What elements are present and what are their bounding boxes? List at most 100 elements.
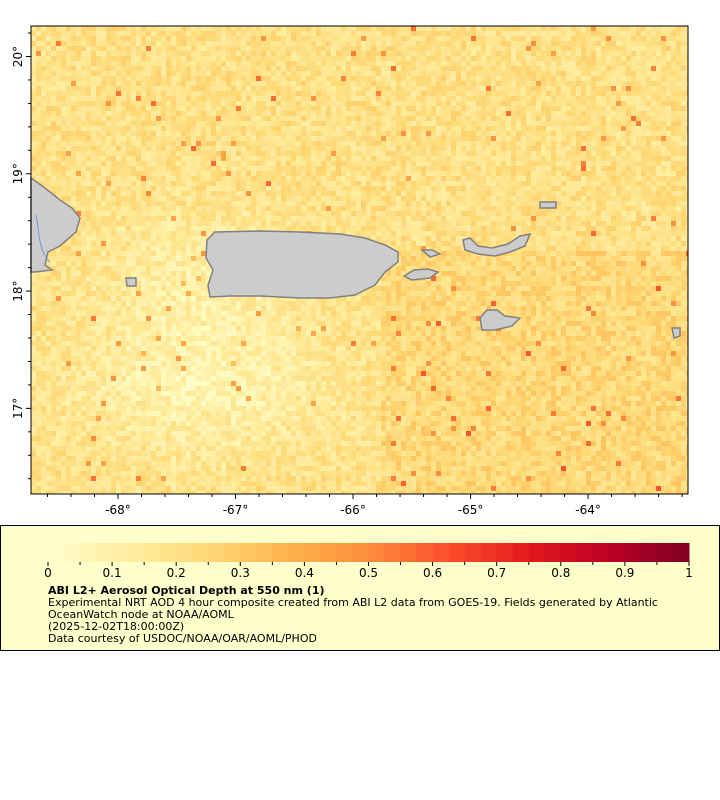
aod-cell — [271, 151, 276, 156]
aod-cell — [416, 191, 421, 196]
aod-cell — [86, 56, 91, 61]
aod-cell — [456, 121, 461, 126]
aod-cell — [261, 91, 266, 96]
aod-cell — [561, 56, 566, 61]
aod-cell — [176, 56, 181, 61]
aod-cell — [121, 141, 126, 146]
aod-cell — [246, 121, 251, 126]
aod-cell — [571, 51, 576, 56]
aod-cell — [201, 131, 206, 136]
aod-cell — [571, 121, 576, 126]
aod-cell — [401, 106, 406, 111]
aod-cell — [121, 111, 126, 116]
aod-cell — [501, 51, 506, 56]
aod-cell — [556, 111, 561, 116]
aod-cell — [476, 111, 481, 116]
aod-cell — [121, 131, 126, 136]
aod-cell — [246, 41, 251, 46]
aod-cell — [601, 126, 606, 131]
aod-cell — [521, 106, 526, 111]
aod-cell — [176, 76, 181, 81]
aod-cell — [206, 196, 211, 201]
aod-cell — [31, 126, 36, 131]
aod-cell — [561, 46, 566, 51]
aod-cell — [631, 56, 636, 61]
aod-cell — [616, 181, 621, 186]
aod-cell — [506, 156, 511, 161]
aod-cell — [166, 181, 171, 186]
aod-cell — [531, 141, 536, 146]
aod-cell — [166, 126, 171, 131]
aod-cell — [236, 176, 241, 181]
aod-cell — [216, 106, 221, 111]
aod-cell — [426, 161, 431, 166]
aod-cell — [536, 121, 541, 126]
aod-cell — [466, 121, 471, 126]
aod-cell — [271, 181, 276, 186]
aod-cell — [106, 26, 111, 31]
aod-cell — [496, 91, 501, 96]
aod-cell — [266, 116, 271, 121]
aod-cell — [231, 91, 236, 96]
aod-cell — [186, 46, 191, 51]
aod-cell — [201, 26, 206, 31]
aod-cell — [651, 86, 656, 91]
aod-cell — [571, 101, 576, 106]
aod-cell — [176, 156, 181, 161]
aod-cell — [86, 31, 91, 36]
aod-cell — [351, 171, 356, 176]
aod-cell — [61, 71, 66, 76]
aod-cell — [146, 171, 151, 176]
aod-cell — [266, 26, 271, 31]
aod-cell — [221, 131, 226, 136]
aod-cell — [166, 141, 171, 146]
aod-cell — [236, 81, 241, 86]
aod-cell — [441, 26, 446, 31]
aod-cell — [411, 191, 416, 196]
aod-cell — [61, 66, 66, 71]
aod-cell — [161, 191, 166, 196]
aod-cell — [151, 126, 156, 131]
aod-cell — [546, 186, 551, 191]
aod-cell — [436, 206, 441, 211]
aod-cell — [626, 186, 631, 191]
aod-cell — [681, 161, 686, 166]
aod-cell — [51, 91, 56, 96]
aod-cell — [506, 71, 511, 76]
aod-cell — [101, 126, 106, 131]
aod-cell — [356, 86, 361, 91]
aod-cell — [356, 191, 361, 196]
aod-cell — [161, 26, 166, 31]
aod-cell — [466, 96, 471, 101]
aod-cell — [686, 66, 688, 71]
aod-cell — [436, 106, 441, 111]
aod-cell — [446, 171, 451, 176]
aod-cell — [581, 106, 586, 111]
aod-cell — [651, 176, 656, 181]
aod-cell — [326, 66, 331, 71]
aod-cell — [491, 181, 496, 186]
aod-cell — [271, 131, 276, 136]
aod-cell — [656, 206, 661, 211]
aod-cell — [551, 81, 556, 86]
aod-cell — [566, 136, 571, 141]
aod-cell — [401, 196, 406, 201]
aod-cell — [636, 151, 641, 156]
aod-cell — [276, 131, 281, 136]
aod-cell — [306, 186, 311, 191]
aod-cell — [356, 71, 361, 76]
aod-cell — [376, 196, 381, 201]
aod-cell — [126, 36, 131, 41]
aod-cell — [516, 146, 521, 151]
aod-cell — [386, 141, 391, 146]
aod-cell — [121, 171, 126, 176]
aod-cell — [141, 51, 146, 56]
aod-cell — [396, 56, 401, 61]
aod-cell — [81, 56, 86, 61]
aod-cell — [541, 171, 546, 176]
aod-cell — [186, 96, 191, 101]
aod-cell — [646, 151, 651, 156]
aod-cell — [106, 156, 111, 161]
aod-cell — [196, 181, 201, 186]
aod-cell — [231, 136, 236, 141]
